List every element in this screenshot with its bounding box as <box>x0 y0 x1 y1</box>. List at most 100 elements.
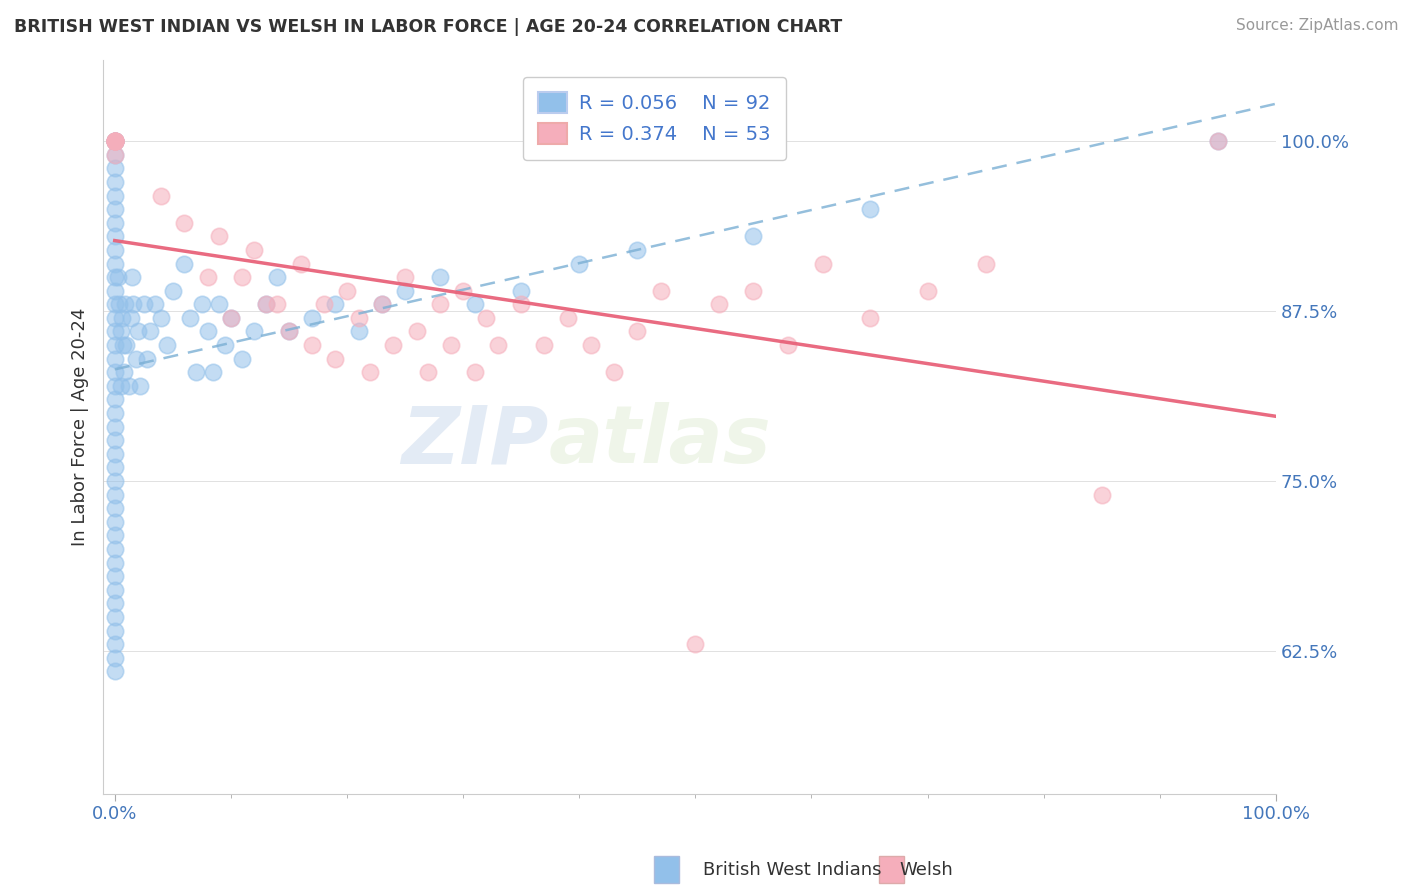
Point <box>486 338 509 352</box>
Text: atlas: atlas <box>548 402 772 480</box>
Point <box>104 216 127 230</box>
Point <box>104 351 127 366</box>
Point <box>104 134 127 148</box>
Point <box>277 325 299 339</box>
Point <box>104 270 127 285</box>
Point <box>104 624 127 638</box>
Point <box>418 365 440 379</box>
Point <box>568 256 591 270</box>
Point <box>104 582 127 597</box>
Point <box>104 379 127 393</box>
Text: BRITISH WEST INDIAN VS WELSH IN LABOR FORCE | AGE 20-24 CORRELATION CHART: BRITISH WEST INDIAN VS WELSH IN LABOR FO… <box>14 18 842 36</box>
Point <box>371 297 394 311</box>
Point <box>336 284 359 298</box>
Point <box>107 270 129 285</box>
Point <box>464 297 486 311</box>
Point <box>104 147 127 161</box>
Point <box>111 338 134 352</box>
Point <box>858 202 880 216</box>
Point <box>325 351 347 366</box>
Point <box>156 338 179 352</box>
Point <box>184 365 207 379</box>
Point <box>464 365 486 379</box>
Point <box>197 270 219 285</box>
Point <box>132 297 155 311</box>
Point <box>104 134 127 148</box>
Point <box>104 392 127 407</box>
Y-axis label: In Labor Force | Age 20-24: In Labor Force | Age 20-24 <box>72 308 89 546</box>
Point <box>626 325 648 339</box>
Text: ZIP: ZIP <box>402 402 548 480</box>
Point <box>510 297 533 311</box>
Point <box>742 284 765 298</box>
Point <box>104 325 127 339</box>
Point <box>104 134 127 148</box>
Point <box>104 243 127 257</box>
Point <box>917 284 939 298</box>
Point <box>162 284 184 298</box>
Point <box>371 297 394 311</box>
Point <box>202 365 225 379</box>
Point <box>219 310 242 325</box>
Point <box>1206 134 1229 148</box>
Point <box>382 338 405 352</box>
Point <box>118 379 141 393</box>
Point <box>347 310 370 325</box>
Point <box>104 528 127 542</box>
Point <box>104 134 127 148</box>
Point <box>104 175 127 189</box>
Point <box>266 270 288 285</box>
Point <box>104 447 127 461</box>
Point <box>104 487 127 501</box>
Point <box>145 297 167 311</box>
Point <box>104 434 127 448</box>
Point <box>104 256 127 270</box>
Point <box>108 297 131 311</box>
Point <box>858 310 880 325</box>
Point <box>510 284 533 298</box>
Point <box>104 229 127 244</box>
Point <box>136 351 159 366</box>
Point <box>127 325 149 339</box>
Point <box>114 297 136 311</box>
Point <box>254 297 277 311</box>
Point <box>277 325 299 339</box>
Point <box>254 297 277 311</box>
Point <box>440 338 463 352</box>
Point <box>533 338 555 352</box>
Point <box>138 325 160 339</box>
Point <box>104 569 127 583</box>
Point <box>104 365 127 379</box>
Point <box>191 297 214 311</box>
Point <box>104 406 127 420</box>
Point <box>301 338 323 352</box>
Point <box>974 256 997 270</box>
Point <box>104 147 127 161</box>
Point <box>104 134 127 148</box>
Point <box>626 243 648 257</box>
Point <box>685 637 707 651</box>
Point <box>650 284 672 298</box>
Point <box>104 310 127 325</box>
Point <box>579 338 602 352</box>
Point <box>1091 487 1114 501</box>
Point <box>173 256 195 270</box>
Point <box>173 216 195 230</box>
Point <box>197 325 219 339</box>
Point <box>104 134 127 148</box>
Point <box>104 541 127 556</box>
Point <box>111 310 134 325</box>
Point <box>104 134 127 148</box>
Point <box>104 460 127 475</box>
Point <box>325 297 347 311</box>
Point <box>110 325 132 339</box>
Point <box>104 134 127 148</box>
Legend: R = 0.056    N = 92, R = 0.374    N = 53: R = 0.056 N = 92, R = 0.374 N = 53 <box>523 77 786 160</box>
Point <box>312 297 335 311</box>
Point <box>104 284 127 298</box>
Point <box>104 596 127 610</box>
Point <box>219 310 242 325</box>
Point <box>179 310 201 325</box>
Point <box>104 474 127 488</box>
Point <box>231 270 253 285</box>
